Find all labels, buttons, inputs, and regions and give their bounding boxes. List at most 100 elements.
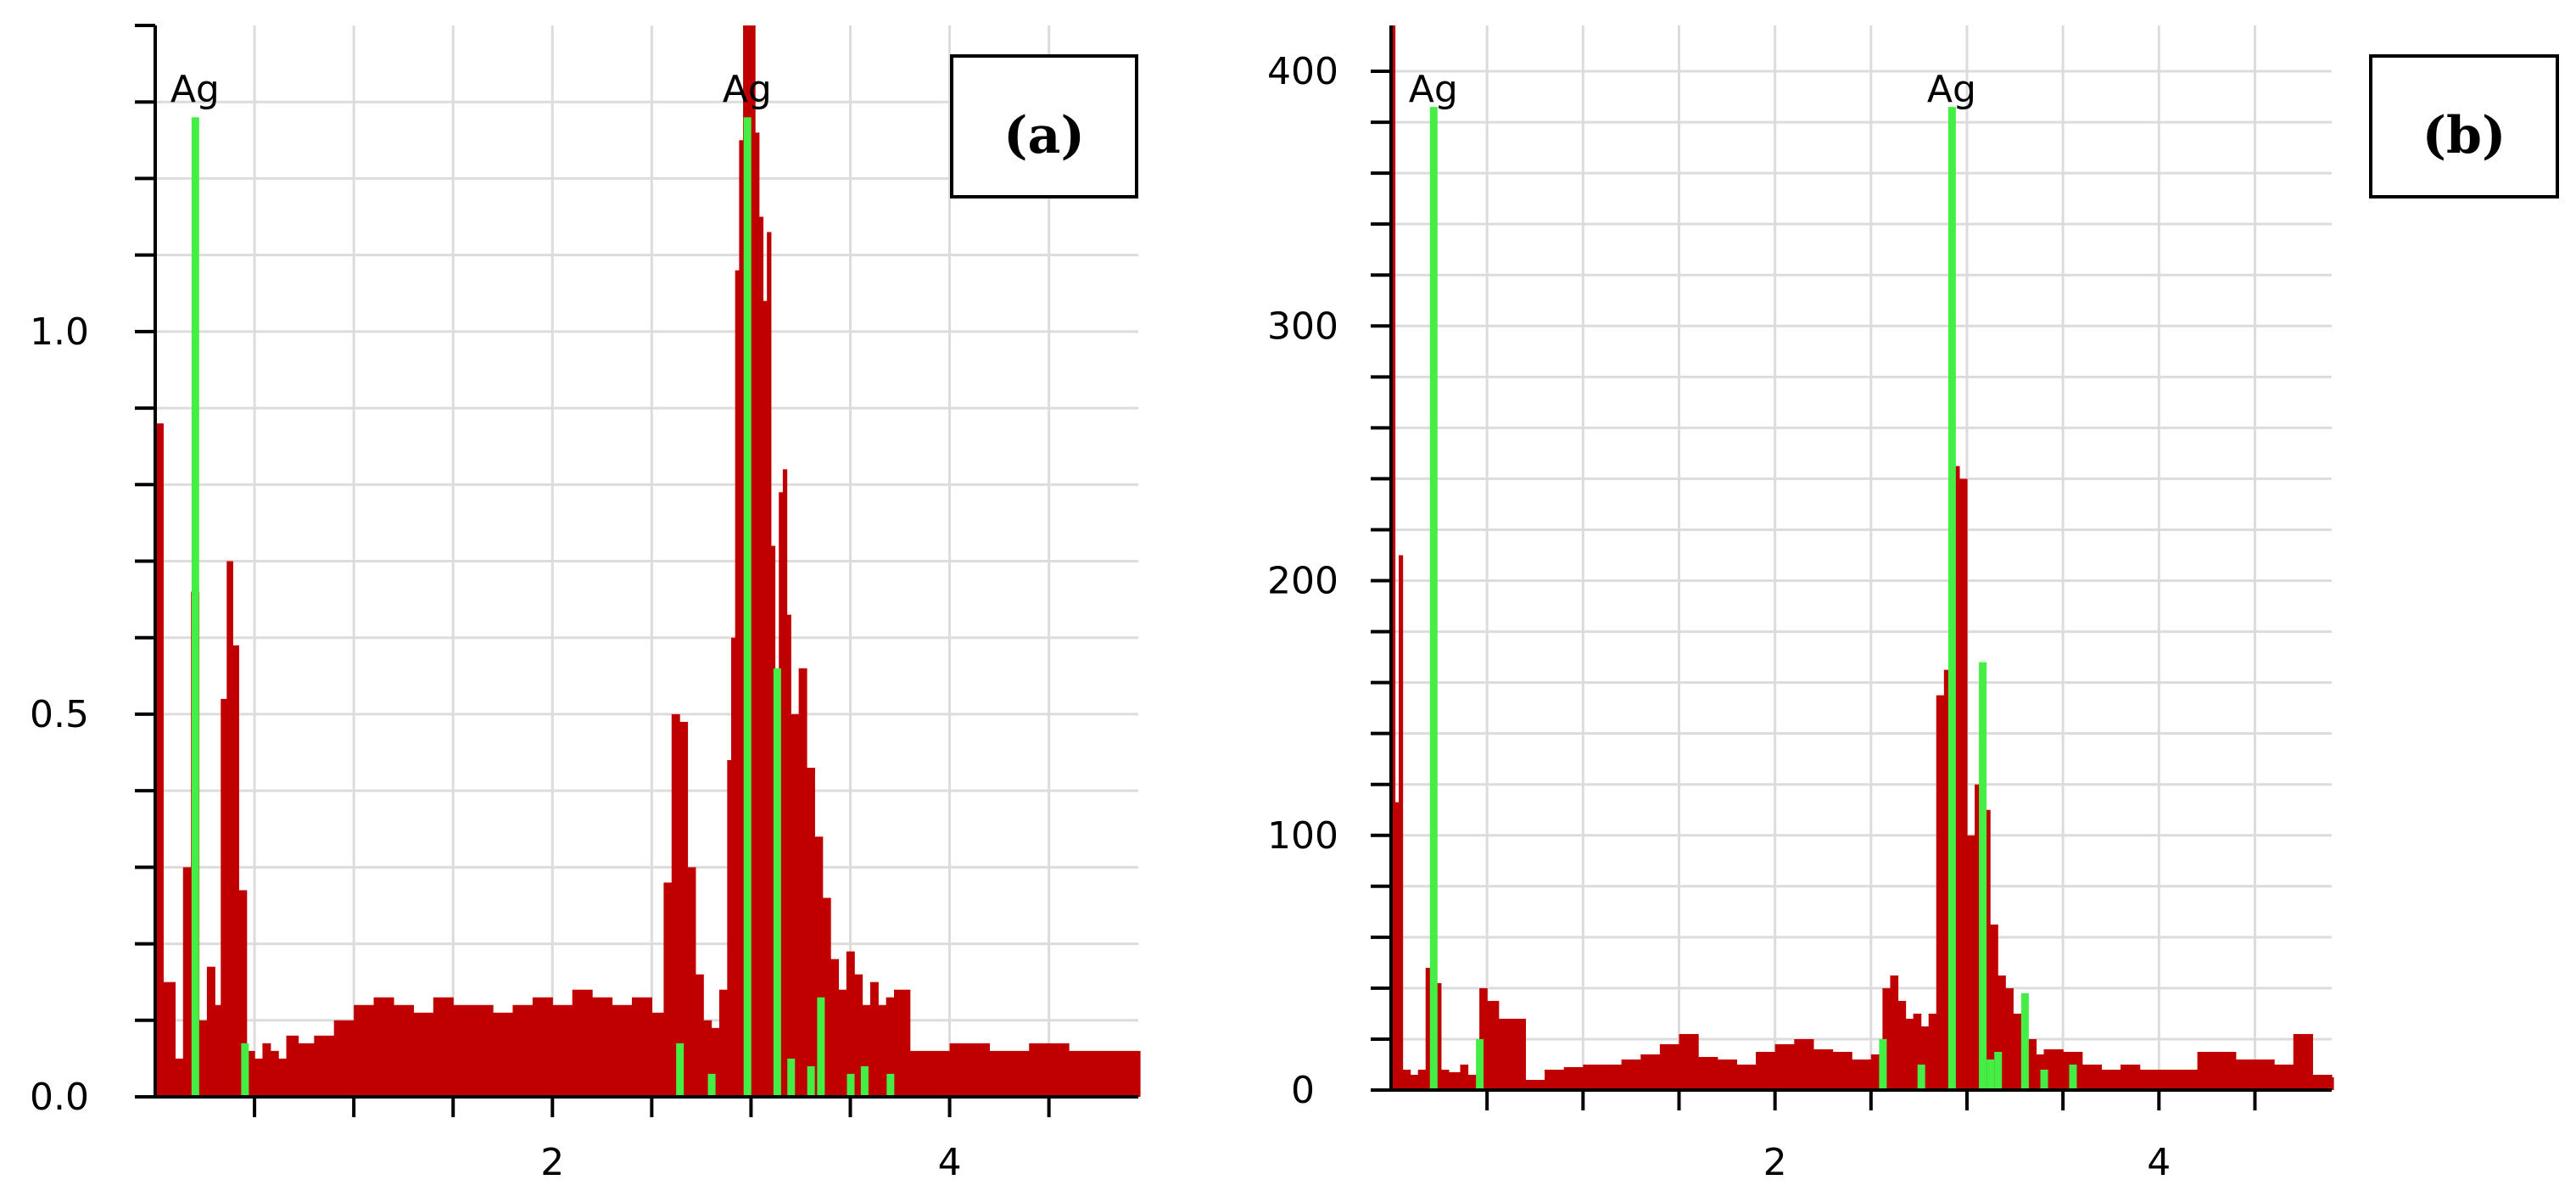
spectrum-bar	[727, 760, 732, 1097]
spectrum-bar	[393, 1004, 414, 1097]
spectrum-bar	[846, 951, 855, 1097]
spectrum-bar	[755, 132, 760, 1097]
spectrum-bar	[2139, 1069, 2160, 1090]
spectrum-bar	[791, 713, 800, 1097]
spectrum-bar	[2036, 1054, 2045, 1090]
spectrum-bar	[679, 721, 689, 1097]
spectrum-bar	[1410, 1074, 1419, 1090]
spectrum-bar	[1640, 1054, 1661, 1090]
spectrum-bar	[612, 1004, 633, 1097]
spectrum-bar	[770, 545, 776, 1097]
spectrum-bar	[2043, 1048, 2064, 1090]
reference-line	[817, 997, 825, 1097]
spectrum-bar	[2005, 987, 2014, 1090]
spectrum-bar	[735, 270, 740, 1098]
spectrum-bar	[671, 713, 680, 1097]
spectrum-bar	[278, 1058, 288, 1097]
x-tick-label: 4	[2147, 1141, 2171, 1184]
spectrum-bar	[1905, 1018, 1914, 1090]
spectrum-bar	[731, 637, 736, 1097]
spectrum-bar	[711, 1027, 720, 1097]
spectrum-bar	[822, 897, 831, 1097]
spectrum-bar	[1460, 1064, 1469, 1090]
y-tick-label: 100	[1267, 814, 1338, 858]
spectrum-bar	[703, 1020, 712, 1097]
spectrum-bar	[198, 1020, 208, 1097]
spectrum-bar	[2312, 1074, 2333, 1090]
reference-line	[886, 1073, 895, 1097]
spectrum-bar	[1679, 1033, 1699, 1090]
y-ticks	[135, 24, 155, 1099]
y-tick-label: 0	[1291, 1069, 1315, 1112]
spectrum-bar	[1394, 802, 1400, 1090]
spectrum-bar	[930, 1050, 951, 1097]
reference-line-series	[191, 117, 895, 1098]
spectrum-bar	[262, 1043, 271, 1097]
spectrum-bar	[830, 959, 840, 1097]
reference-line	[191, 117, 199, 1098]
spectrum-bar	[532, 997, 553, 1097]
spectrum-bar	[1498, 1018, 1527, 1090]
spectrum-bar	[354, 1004, 375, 1097]
reference-line	[2040, 1069, 2048, 1090]
spectrum-bar	[1391, 25, 1396, 1090]
spectrum-bar	[373, 997, 394, 1097]
spectrum-bar	[314, 1035, 335, 1097]
spectrum-bar	[1425, 967, 1434, 1090]
y-tick-label: 200	[1267, 560, 1338, 603]
spectrum-bar	[270, 1050, 279, 1097]
reference-line	[773, 668, 781, 1097]
spectrum-bar	[798, 668, 807, 1097]
spectrum-bar	[1736, 1064, 1757, 1090]
spectrum-bar	[286, 1035, 299, 1097]
spectrum-bar	[433, 997, 454, 1097]
spectrum-bar	[221, 698, 227, 1097]
spectrum-bar	[1832, 1051, 1852, 1090]
spectrum-bar	[1621, 1059, 1641, 1090]
reference-line	[1994, 1051, 2003, 1090]
spectrum-bar	[493, 1012, 514, 1097]
spectrum-bar	[1774, 1043, 1795, 1090]
spectrum-bar	[894, 989, 911, 1097]
spectrum-bar	[1936, 695, 1945, 1090]
spectrum-bar	[663, 882, 673, 1097]
spectrum-bar	[472, 1004, 494, 1097]
x-tick-label: 4	[938, 1141, 962, 1184]
spectrum-bar	[1928, 1013, 1937, 1090]
spectrum-bar	[2121, 1064, 2141, 1090]
reference-line	[860, 1065, 869, 1097]
spectrum-bar	[989, 1050, 1030, 1097]
spectrum-bar	[572, 989, 593, 1097]
spectrum-bar	[687, 867, 696, 1097]
spectrum-bar	[1852, 1059, 1872, 1090]
reference-line	[847, 1073, 855, 1097]
spectrum-bar	[2332, 1076, 2334, 1090]
spectrum-bar	[1069, 1050, 1109, 1097]
spectrum-bar	[838, 989, 847, 1097]
spectrum-bar	[806, 768, 815, 1097]
spectrum-bar	[2274, 1064, 2294, 1090]
spectrum-bar	[767, 232, 772, 1097]
spectrum-series	[155, 25, 1141, 1098]
spectrum-bar	[949, 1043, 990, 1097]
peak-label: Ag	[170, 68, 220, 111]
spectrum-bar	[1138, 1050, 1141, 1097]
spectrum-bar	[695, 974, 704, 1097]
panel-tag-label: (b)	[2422, 106, 2506, 165]
spectrum-bar	[718, 989, 728, 1097]
spectrum-bar	[1108, 1050, 1139, 1097]
y-tick-label: 1.0	[30, 310, 89, 354]
panel-tag-box	[2369, 54, 2559, 198]
reference-line	[1979, 662, 1987, 1090]
y-tick-label: 300	[1267, 305, 1338, 348]
y-tick-label: 400	[1267, 50, 1338, 93]
spectrum-bar	[226, 561, 233, 1097]
spectrum-bar	[413, 1012, 434, 1097]
spectrum-bar	[512, 1004, 534, 1097]
peak-label: Ag	[1927, 68, 1976, 111]
spectrum-bar	[2081, 1064, 2103, 1090]
spectrum-bar	[333, 1020, 355, 1097]
y-tick-label: 0.5	[30, 693, 89, 736]
spectrum-bar	[2235, 1059, 2275, 1090]
